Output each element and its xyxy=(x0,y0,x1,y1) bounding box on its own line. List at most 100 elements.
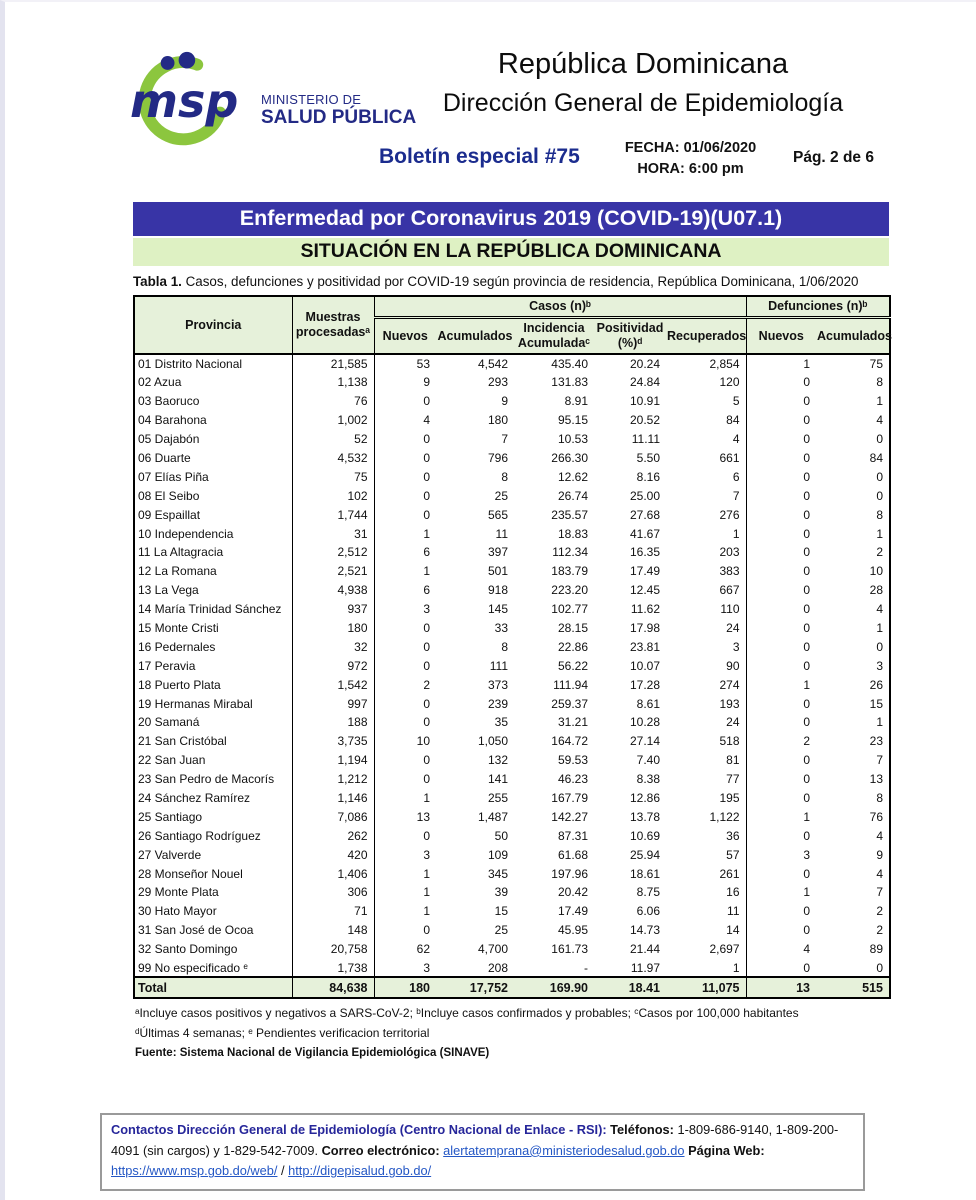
table-cell: 7 xyxy=(876,885,883,900)
table-cell: 1 xyxy=(803,357,810,372)
table-cell: 05 Dajabón xyxy=(134,429,293,449)
table-cell: 4,938 xyxy=(292,580,375,600)
table-cell: 84 xyxy=(869,450,883,465)
table-cell: 20.42 xyxy=(557,885,588,900)
contact-heading: Contactos Dirección General de Epidemiol… xyxy=(111,1122,607,1137)
table-cell: 6 xyxy=(423,583,430,598)
bulletin-label: Boletín especial #75 xyxy=(379,145,580,168)
table-cell: 266.30 xyxy=(551,450,588,465)
ministry-name: MINISTERIO DE SALUD PÚBLICA xyxy=(261,93,416,128)
table-cell: 76 xyxy=(869,809,883,824)
table-cell: 1 xyxy=(423,564,430,579)
table-cell: 0 xyxy=(423,621,430,635)
table-cell: 4,700 xyxy=(477,942,508,957)
table-cell: 26.74 xyxy=(557,488,588,503)
msp-web-link[interactable]: https://www.msp.gob.do/web/ xyxy=(111,1163,278,1179)
table-cell: 8 xyxy=(501,469,508,484)
col-header-recuperados: Recuperados xyxy=(666,317,747,356)
table-cell: 13 La Vega xyxy=(134,580,293,600)
table-cell: 0 xyxy=(423,450,430,465)
table-cell: 18.61 xyxy=(629,866,660,881)
table-cell: 0 xyxy=(423,507,430,522)
table-cell: 1 xyxy=(803,677,810,692)
table-cell: 13 xyxy=(746,976,816,999)
table-row: 30 Hato Mayor 71 1 15 17.49 6.06 11 0 2 xyxy=(134,901,890,921)
table-cell: 2 xyxy=(876,923,883,938)
table-cell: 195 xyxy=(666,788,747,808)
table-cell: 75 xyxy=(869,357,883,372)
table-cell: 239 xyxy=(487,696,508,711)
email-link[interactable]: alertatemprana@ministeriodesalud.gob.do xyxy=(443,1142,685,1158)
table-cell: 16.35 xyxy=(629,545,660,560)
table-cell: 0 xyxy=(803,696,810,711)
table-cell: 180 xyxy=(374,976,436,999)
table-cell: 27.68 xyxy=(629,507,660,522)
table-row: 25 Santiago 7,086 13 1,487 142.27 13.78 1,122 1… xyxy=(134,807,890,827)
table-cell: 57 xyxy=(666,845,747,865)
table-cell: 1,542 xyxy=(292,675,375,695)
table-cell: 565 xyxy=(487,507,508,522)
col-header-nuevos: Nuevos xyxy=(374,317,436,356)
table-cell: 24 Sánchez Ramírez xyxy=(134,788,293,808)
email-label: Correo electrónico: xyxy=(321,1142,444,1158)
table-cell: 145 xyxy=(487,602,508,617)
msp-logo-icon: msp xyxy=(130,51,238,146)
table-cell: 19 Hermanas Mirabal xyxy=(134,694,293,714)
table-cell: 25 xyxy=(494,923,508,938)
col-header-muestras: Muestras procesadasᵃ xyxy=(292,296,375,356)
table-cell: 1,744 xyxy=(292,505,375,525)
table-cell: 11 xyxy=(666,901,747,921)
table-cell: 8 xyxy=(501,639,508,654)
table-cell: 18.41 xyxy=(594,976,666,999)
table-cell: 0 xyxy=(803,715,810,730)
table-cell: 36 xyxy=(666,826,747,846)
table-cell: 4 xyxy=(876,828,883,843)
table-cell: 89 xyxy=(869,942,883,957)
table-row: 14 María Trinidad Sánchez 937 3 145 102.77 11… xyxy=(134,599,890,619)
table-cell: 1,487 xyxy=(477,809,508,824)
table-cell: 23.81 xyxy=(629,639,660,654)
table-cell: 0 xyxy=(803,904,810,919)
table-cell: 50 xyxy=(494,828,508,843)
table-cell: 102 xyxy=(292,486,375,506)
table-cell: 23 xyxy=(869,734,883,749)
table-cell: 4 xyxy=(876,602,883,617)
table-cell: 188 xyxy=(292,713,375,732)
table-cell: 0 xyxy=(423,696,430,711)
table-caption-text: Casos, defunciones y positividad por COV… xyxy=(185,274,859,289)
table-cell: 1,138 xyxy=(292,372,375,392)
table-cell: 1 xyxy=(803,809,810,824)
table-cell: 21 San Cristóbal xyxy=(134,731,293,751)
table-cell: 52 xyxy=(292,429,375,449)
table-cell: 61.68 xyxy=(557,847,588,862)
table-row: 26 Santiago Rodríguez 262 0 50 87.31 10.69 36 0… xyxy=(134,826,890,846)
table-cell: 0 xyxy=(423,658,430,673)
digepi-web-link[interactable]: http://digepisalud.gob.do/ xyxy=(288,1163,432,1179)
table-cell: 10.91 xyxy=(629,394,660,409)
table-cell: 24 xyxy=(666,713,747,732)
table-cell: 223.20 xyxy=(551,583,588,598)
contact-box: Contactos Dirección General de Epidemiol… xyxy=(100,1113,865,1192)
table-cell: 0 xyxy=(803,488,810,503)
table-cell: 0 xyxy=(423,432,430,447)
table-cell: 17,752 xyxy=(436,976,514,999)
table-cell: 0 xyxy=(803,375,810,390)
table-cell: 8.91 xyxy=(564,394,588,409)
table-cell: 0 xyxy=(423,828,430,843)
table-cell: 261 xyxy=(666,864,747,884)
table-cell: 120 xyxy=(666,372,747,392)
table-cell: 11 xyxy=(495,526,508,541)
table-cell: 29 Monte Plata xyxy=(134,883,293,902)
table-cell: 0 xyxy=(803,923,810,938)
table-cell: 5.50 xyxy=(636,450,660,465)
table-cell: 0 xyxy=(803,564,810,579)
table-cell: 22.86 xyxy=(557,639,588,654)
table-cell: 10 xyxy=(416,734,430,749)
table-cell: - xyxy=(584,960,588,975)
table-cell: 23 San Pedro de Macorís xyxy=(134,769,293,789)
table-cell: 274 xyxy=(666,675,747,695)
table-cell: 31.21 xyxy=(557,715,588,730)
table-cell: 110 xyxy=(666,599,747,619)
table-cell: 7.40 xyxy=(636,753,660,768)
table-cell: 59.53 xyxy=(557,753,588,768)
